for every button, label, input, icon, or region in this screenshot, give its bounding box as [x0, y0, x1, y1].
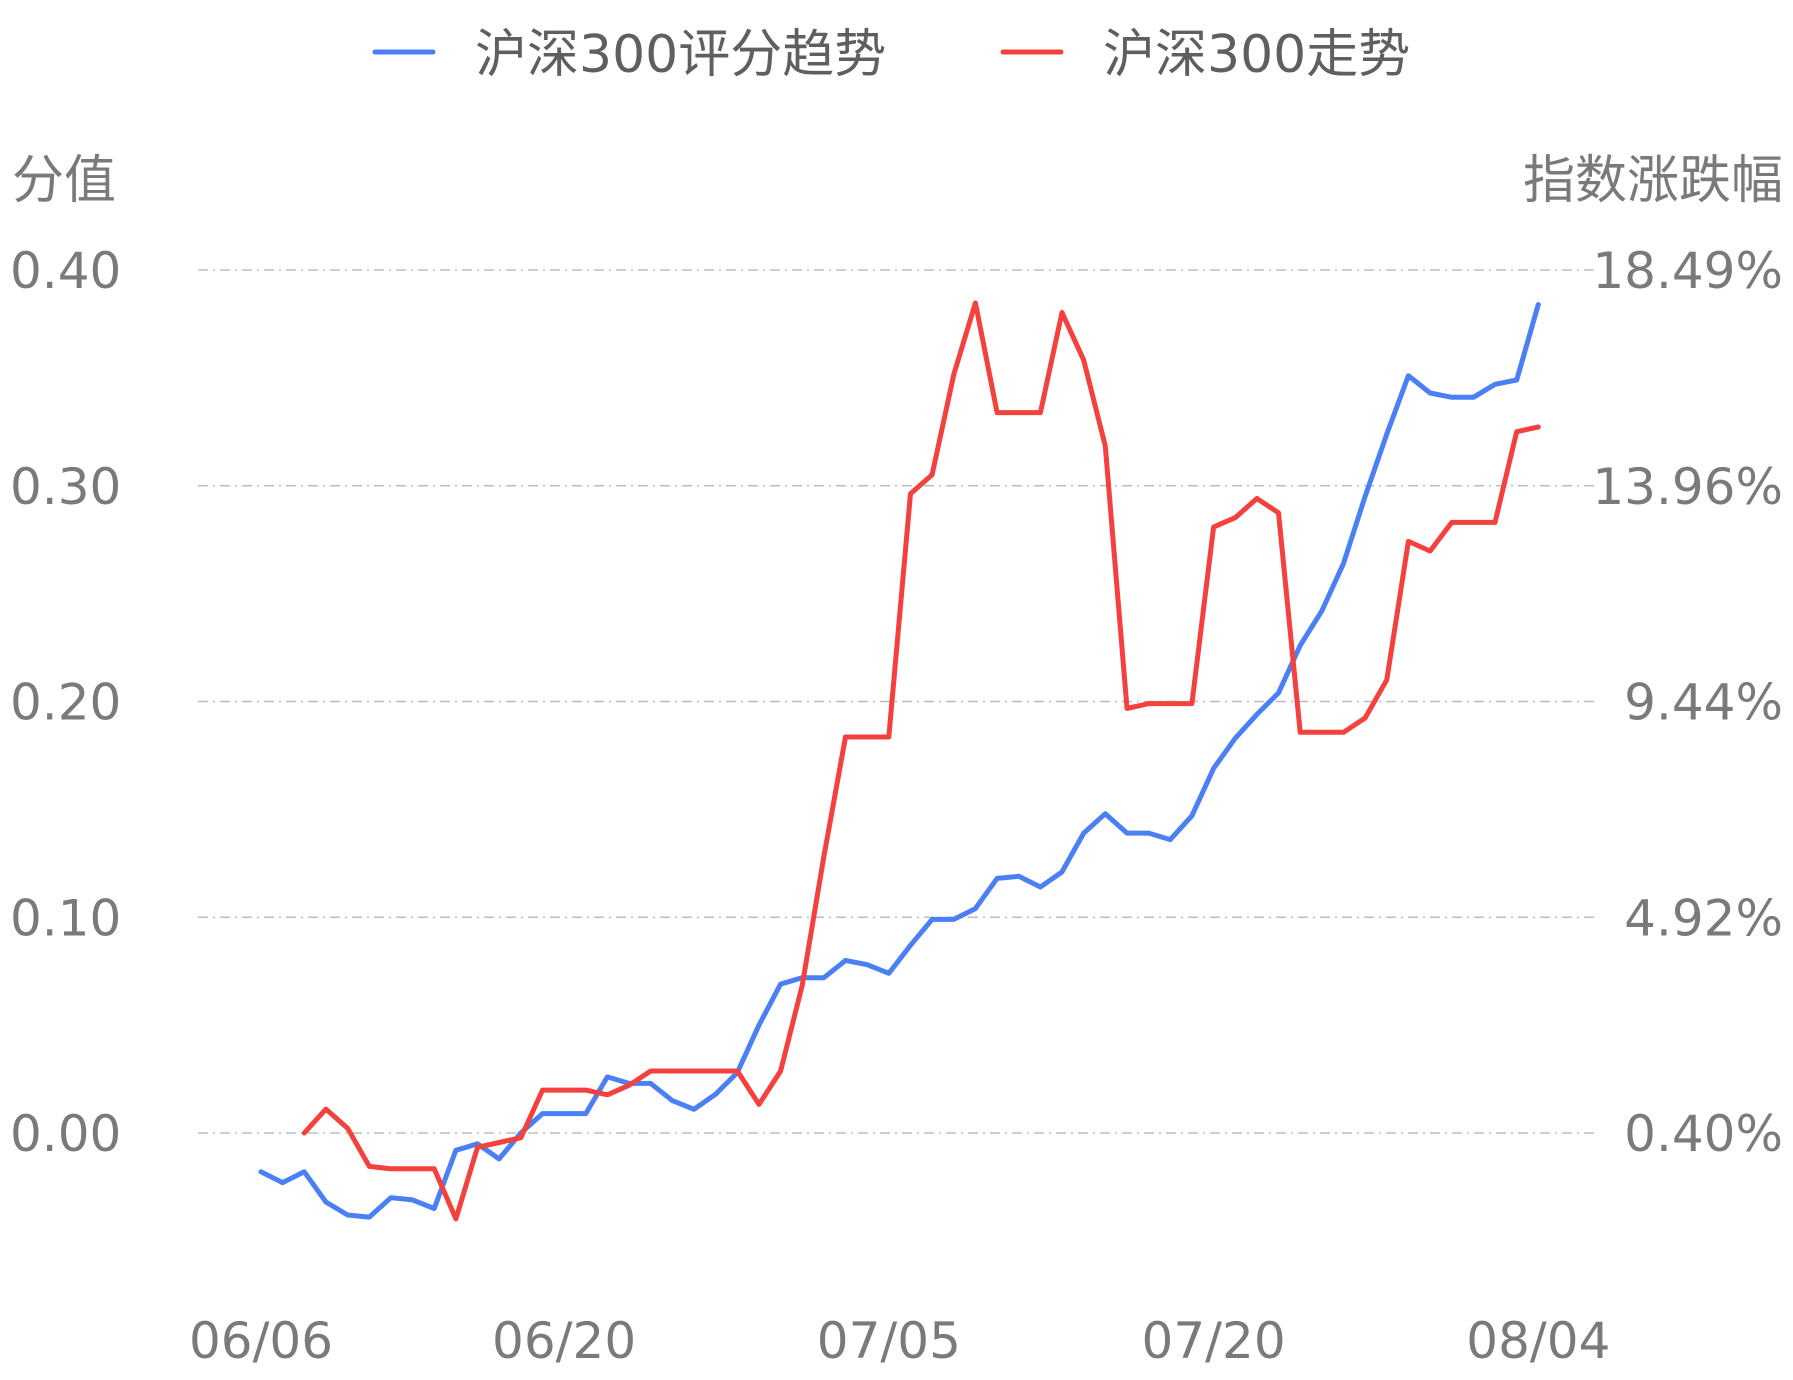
left-axis-ticks: 0.00 0.10 0.20 0.30 0.40: [10, 242, 121, 1163]
right-tick-label: 4.92%: [1624, 889, 1783, 947]
left-tick-label: 0.20: [10, 674, 121, 732]
series-layer: [258, 300, 1541, 1222]
x-tick-label: 06/20: [492, 1312, 636, 1370]
legend-label-index: 沪深300走势: [1103, 25, 1410, 85]
right-axis-title: 指数涨跌幅: [1523, 151, 1783, 211]
left-tick-label: 0.30: [10, 458, 121, 516]
right-tick-label: 9.44%: [1624, 674, 1783, 732]
right-tick-label: 13.96%: [1592, 458, 1783, 516]
x-tick-label: 08/04: [1466, 1312, 1610, 1370]
x-tick-label: 07/05: [817, 1312, 961, 1370]
legend-label-score: 沪深300评分趋势: [475, 25, 886, 85]
series-line-index: [301, 300, 1541, 1222]
right-axis-ticks: 0.40% 4.92% 9.44% 13.96% 18.49%: [1592, 242, 1783, 1163]
right-tick-label: 0.40%: [1624, 1105, 1783, 1163]
series-line-score: [258, 302, 1541, 1220]
left-tick-label: 0.00: [10, 1105, 121, 1163]
x-tick-label: 07/20: [1142, 1312, 1286, 1370]
x-axis-ticks: 06/06 06/20 07/05 07/20 08/04: [189, 1312, 1610, 1370]
grid-lines: [198, 269, 1598, 1134]
left-tick-label: 0.40: [10, 242, 121, 300]
left-tick-label: 0.10: [10, 889, 121, 947]
legend: 沪深300评分趋势 沪深300走势: [372, 25, 1410, 85]
right-tick-label: 18.49%: [1592, 242, 1783, 300]
left-axis-title: 分值: [12, 151, 116, 211]
x-tick-label: 06/06: [189, 1312, 333, 1370]
